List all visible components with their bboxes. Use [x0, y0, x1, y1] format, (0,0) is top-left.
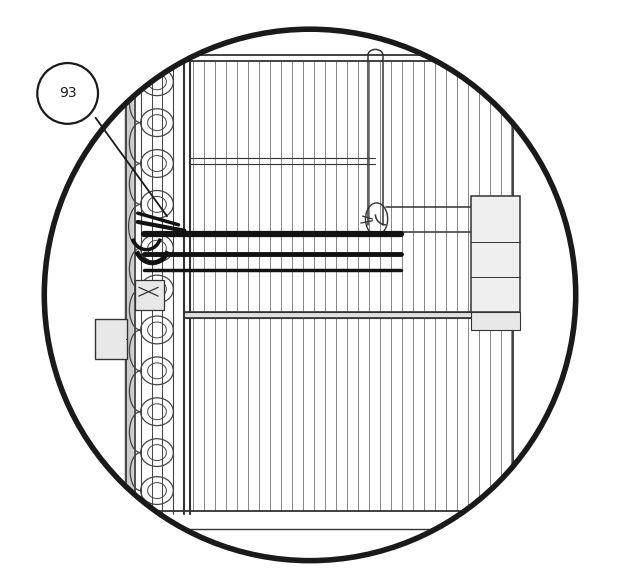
- Bar: [95, 319, 127, 359]
- Circle shape: [37, 63, 98, 124]
- Bar: [135, 280, 164, 310]
- Bar: [471, 312, 520, 330]
- Text: 93: 93: [59, 86, 76, 100]
- Bar: [471, 196, 520, 312]
- Bar: [184, 312, 515, 318]
